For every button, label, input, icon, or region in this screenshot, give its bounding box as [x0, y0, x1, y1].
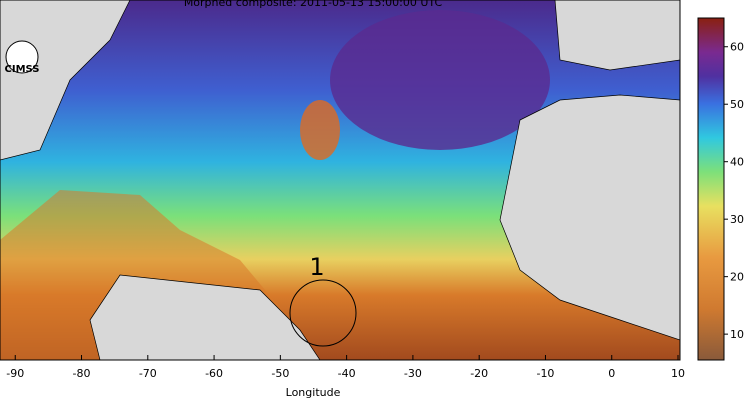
colorbar-tick-label: 20	[730, 271, 744, 284]
x-tick-label: -10	[536, 367, 554, 380]
title: Morphed composite: 2011-05-13 15:00:00 U…	[184, 0, 443, 9]
colorbar	[697, 17, 725, 361]
colorbar-tick-label: 40	[730, 156, 744, 169]
map: 1 CIMSS	[0, 0, 680, 360]
colorbar-tick-label: 60	[730, 41, 744, 54]
logo-badge	[5, 40, 39, 74]
x-tick-label: -90	[6, 367, 24, 380]
logo: CIMSS	[5, 64, 40, 75]
colorbar-tick-label: 10	[730, 328, 744, 341]
x-tick-label: -50	[271, 367, 289, 380]
x-tick-label: 0	[608, 367, 615, 380]
x-axis-label: Longitude	[286, 386, 341, 399]
x-tick-label: -30	[404, 367, 422, 380]
colorbar-tick-label: 50	[730, 98, 744, 111]
x-tick-label: -80	[73, 367, 91, 380]
x-tick-label: -70	[139, 367, 157, 380]
x-tick-label: -20	[470, 367, 488, 380]
x-tick-label: -40	[338, 367, 356, 380]
annotation-circle	[289, 279, 357, 347]
annotation: 1	[309, 253, 324, 281]
x-tick-label: 10	[671, 367, 685, 380]
map-frame	[0, 0, 681, 361]
x-tick-label: -60	[205, 367, 223, 380]
colorbar-tick-label: 30	[730, 213, 744, 226]
